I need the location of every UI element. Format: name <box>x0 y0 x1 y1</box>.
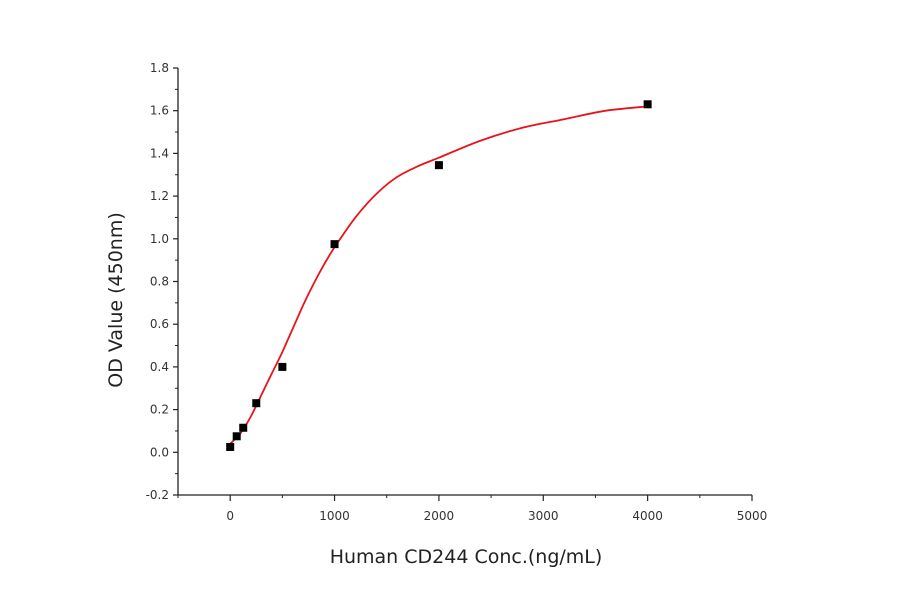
x-tick-label: 4000 <box>632 509 663 523</box>
data-point-marker <box>643 100 652 109</box>
x-tick-label: 5000 <box>737 509 768 523</box>
y-tick-label: 0.6 <box>150 317 169 331</box>
data-point-marker <box>226 442 235 451</box>
data-point-marker <box>330 240 339 249</box>
fit-curve <box>229 105 648 445</box>
y-tick-label: 1.2 <box>150 189 169 203</box>
y-tick-label: 0.0 <box>150 445 169 459</box>
x-tick-label: 3000 <box>528 509 559 523</box>
y-axis-title: OD Value (450nm) <box>105 212 127 387</box>
data-point-marker <box>239 423 248 432</box>
x-tick-label: 1000 <box>319 509 350 523</box>
x-tick-label: 2000 <box>424 509 455 523</box>
x-axis-title: Human CD244 Conc.(ng/mL) <box>330 546 603 568</box>
y-tick-label: 1.8 <box>150 61 169 75</box>
data-point-marker <box>252 399 261 408</box>
data-point-marker <box>434 161 443 170</box>
data-point-marker <box>232 432 241 441</box>
y-tick-label: -0.2 <box>146 488 169 502</box>
y-tick-label: 1.4 <box>150 146 169 160</box>
plot-area: -0.2 0.0 0.2 0.4 0.6 0.8 1.0 1.2 1.4 1.6 1.8 0 1000 2… <box>146 61 768 523</box>
y-tick-label: 0.2 <box>150 403 169 417</box>
y-tick-label: 1.6 <box>150 104 169 118</box>
y-tick-label: 0.4 <box>150 360 169 374</box>
y-tick-label: 0.8 <box>150 275 169 289</box>
y-tick-label: 1.0 <box>150 232 169 246</box>
data-point-marker <box>278 362 287 371</box>
x-tick-label: 0 <box>226 509 234 523</box>
